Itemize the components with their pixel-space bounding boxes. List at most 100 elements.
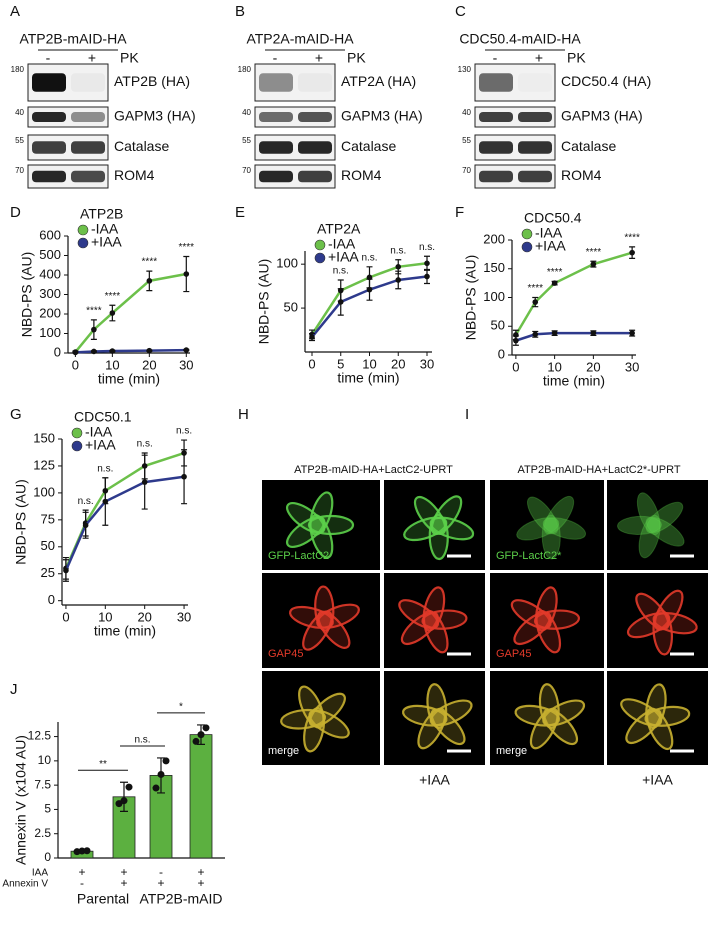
parasite-cell — [541, 514, 561, 560]
replicate-point — [152, 784, 160, 792]
mw-label: 180 — [238, 65, 252, 74]
y-tick-label: 0 — [44, 850, 51, 864]
blot-band — [71, 112, 105, 122]
data-point — [424, 273, 430, 280]
mw-label: 180 — [11, 65, 25, 74]
treatment-label: PK — [347, 50, 366, 66]
data-point — [309, 334, 315, 340]
lane-label: - — [46, 50, 51, 66]
parasite-cell — [430, 495, 463, 536]
y-tick-label: 400 — [39, 266, 61, 281]
band-label: ROM4 — [561, 167, 602, 183]
y-axis-label: Annexin V (x104 AU) — [13, 735, 29, 865]
significance-label: **** — [547, 267, 563, 278]
channel-label: merge — [496, 745, 527, 757]
blot-band — [298, 73, 332, 92]
x-tick-label: 30 — [177, 609, 191, 624]
panel-letter: D — [10, 204, 21, 221]
panel-letter: E — [235, 204, 245, 221]
chart-title: ATP2A — [317, 221, 361, 237]
data-point — [551, 330, 558, 336]
y-tick-label: 12.5 — [28, 729, 52, 743]
blot-band — [32, 170, 66, 183]
replicate-point — [83, 847, 91, 855]
replicate-point — [197, 731, 205, 739]
y-tick-label: 300 — [39, 286, 61, 301]
significance-label: **** — [105, 291, 121, 302]
lane-label: + — [88, 50, 96, 66]
row-sign: + — [197, 876, 204, 890]
parasite-cell — [645, 516, 685, 547]
lane-label: - — [273, 50, 278, 66]
bar — [189, 734, 213, 859]
mw-label: 55 — [462, 136, 471, 145]
legend-swatch — [314, 239, 326, 251]
y-tick-label: 50 — [41, 538, 55, 553]
blot-band — [71, 141, 105, 154]
mw-label: 70 — [15, 166, 24, 175]
blot-band — [259, 112, 293, 122]
data-point — [91, 326, 97, 333]
data-point — [146, 278, 153, 284]
treatment-label: PK — [567, 50, 586, 66]
legend-label: -IAA — [91, 221, 119, 237]
y-axis-label: NBD-PS (AU) — [19, 252, 35, 338]
band-label: ATP2B (HA) — [114, 73, 190, 89]
y-tick-label: 500 — [39, 247, 61, 262]
legend-label: -IAA — [85, 424, 113, 440]
parasite-cell — [316, 603, 360, 629]
panel-letter: A — [10, 3, 20, 20]
microscopy-title: ATP2B-mAID-HA+LactC2*-UPRT — [517, 464, 680, 476]
parasite-cell — [617, 515, 662, 535]
blot-band — [479, 112, 513, 122]
channel-label: GAP45 — [496, 648, 531, 660]
y-tick-label: 25 — [41, 565, 55, 580]
y-tick-label: 600 — [39, 227, 61, 242]
data-point — [183, 347, 190, 353]
x-axis-label: time (min) — [98, 371, 160, 387]
blot-band — [518, 73, 552, 92]
group-label: Parental — [77, 891, 129, 907]
parasite-cell — [516, 517, 560, 541]
blot-band — [518, 141, 552, 154]
panel-letter: H — [238, 406, 249, 423]
blot-band — [259, 73, 293, 92]
significance-label: **** — [86, 305, 102, 316]
significance-label: **** — [142, 257, 158, 268]
data-point — [395, 277, 402, 283]
blot-title: ATP2B-mAID-HA — [19, 31, 127, 47]
legend-swatch — [71, 427, 83, 439]
panel-letter: C — [455, 3, 466, 20]
y-tick-label: 200 — [39, 305, 61, 320]
data-point — [91, 348, 97, 355]
legend-swatch — [71, 440, 83, 452]
replicate-point — [162, 757, 170, 765]
parasite-cell — [645, 501, 684, 534]
legend-label: +IAA — [85, 437, 116, 453]
lane-label: + — [535, 50, 543, 66]
significance-label: **** — [624, 233, 640, 244]
blot-strip — [254, 63, 336, 102]
significance-label: n.s. — [134, 735, 150, 746]
data-point — [395, 264, 402, 270]
mw-label: 130 — [458, 65, 472, 74]
x-tick-label: 30 — [420, 356, 434, 371]
y-tick-label: 75 — [41, 511, 55, 526]
significance-label: **** — [586, 247, 602, 258]
y-tick-label: 125 — [33, 457, 55, 472]
significance-label: **** — [527, 283, 543, 294]
data-point — [551, 280, 558, 286]
parasite-cell — [308, 709, 350, 739]
replicate-point — [78, 847, 86, 855]
replicate-point — [157, 770, 165, 778]
parasite-cell — [533, 609, 581, 630]
data-point — [146, 347, 153, 354]
band-label: ROM4 — [341, 167, 382, 183]
mw-label: 40 — [15, 108, 24, 117]
band-label: GAPM3 (HA) — [561, 108, 643, 124]
data-point — [63, 567, 69, 574]
data-point — [141, 479, 148, 485]
mw-label: 70 — [242, 166, 251, 175]
legend-swatch — [521, 228, 533, 240]
blot-band — [259, 170, 293, 183]
